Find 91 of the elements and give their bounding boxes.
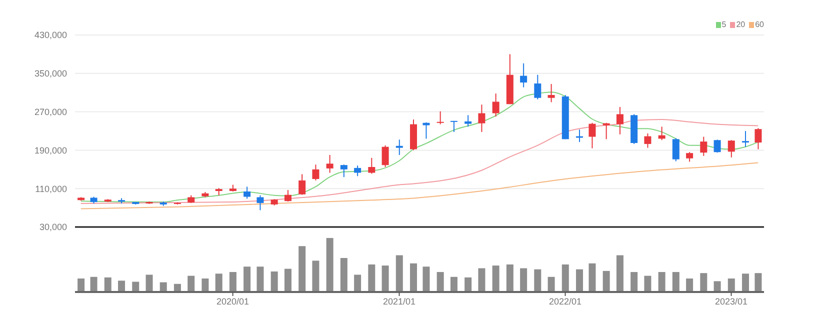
bar (616, 255, 624, 292)
bar (520, 268, 528, 292)
candlestick (616, 106, 624, 135)
legend-label: 60 (755, 20, 764, 29)
candlestick (588, 122, 596, 149)
x-tick-label: 2023/01 (714, 296, 748, 306)
candlestick (312, 164, 320, 181)
candlestick (520, 62, 528, 88)
bar (270, 271, 278, 292)
bar (562, 264, 569, 292)
bar (284, 268, 292, 292)
bar (492, 266, 500, 292)
bar (644, 276, 652, 292)
candlestick (644, 132, 652, 148)
x-tick-label: 2022/01 (548, 296, 582, 306)
candlestick (672, 138, 680, 162)
bar (312, 260, 320, 292)
bar (256, 266, 264, 292)
bar (132, 282, 140, 292)
candlestick (298, 174, 306, 196)
bar (534, 269, 542, 292)
bar (576, 269, 583, 292)
candlestick (256, 194, 264, 211)
bar (396, 255, 403, 292)
bar (714, 281, 721, 292)
bar (700, 273, 708, 292)
candlestick (354, 165, 362, 177)
bar (672, 272, 680, 292)
candlestick (534, 74, 542, 100)
bar (548, 276, 555, 292)
bar (728, 278, 735, 292)
y-tick-label: 430,000 (34, 30, 67, 40)
bar (450, 276, 458, 292)
bar (326, 238, 334, 292)
bar (215, 274, 222, 292)
bar (202, 278, 209, 292)
bar (754, 273, 762, 292)
legend-label: 20 (736, 20, 746, 29)
y-tick-label: 270,000 (34, 106, 67, 117)
bar (602, 270, 610, 292)
candlestick (340, 164, 348, 178)
candlestick (244, 186, 251, 200)
bar (478, 268, 486, 292)
bar (118, 280, 126, 292)
candlestick (436, 110, 444, 125)
bar (436, 272, 444, 292)
bar (464, 277, 472, 292)
candlestick (742, 130, 749, 148)
x-tick-label: 2020/01 (216, 296, 250, 306)
bar (244, 266, 251, 292)
bar (78, 278, 85, 292)
candlestick (714, 139, 721, 154)
candlestick (450, 120, 458, 132)
candlestick (396, 139, 403, 156)
bar (368, 264, 376, 292)
candlestick (382, 144, 389, 168)
candlestick (326, 154, 334, 174)
bar (630, 272, 638, 292)
candlestick (686, 152, 694, 162)
bar (686, 278, 694, 292)
bar (188, 276, 195, 292)
candlestick (464, 114, 472, 128)
candlestick (728, 140, 735, 158)
bar (382, 266, 389, 292)
candlestick (368, 157, 376, 174)
candlestick (548, 83, 555, 103)
bar (90, 276, 98, 292)
legend-label: 5 (722, 20, 726, 29)
bar (742, 274, 749, 292)
bar (410, 263, 417, 292)
bar (422, 266, 430, 292)
bar (146, 274, 153, 292)
y-tick-label: 110,000 (35, 184, 67, 194)
bar (104, 277, 112, 292)
y-tick-label: 350,000 (34, 68, 67, 79)
bar (340, 258, 348, 292)
candlestick (700, 136, 708, 156)
bar (354, 274, 362, 292)
candlestick (478, 104, 486, 132)
candlestick (492, 93, 500, 118)
candlestick (284, 190, 292, 202)
bar (506, 264, 514, 292)
y-tick-label: 190,000 (34, 145, 67, 156)
bar (229, 272, 236, 292)
bar (298, 246, 306, 292)
line-series (80, 162, 759, 210)
bar (588, 263, 596, 292)
candlestick (754, 128, 762, 150)
x-tick-label: 2021/01 (382, 296, 416, 306)
bar (658, 272, 666, 292)
y-tick-label: 30,000 (39, 222, 67, 232)
